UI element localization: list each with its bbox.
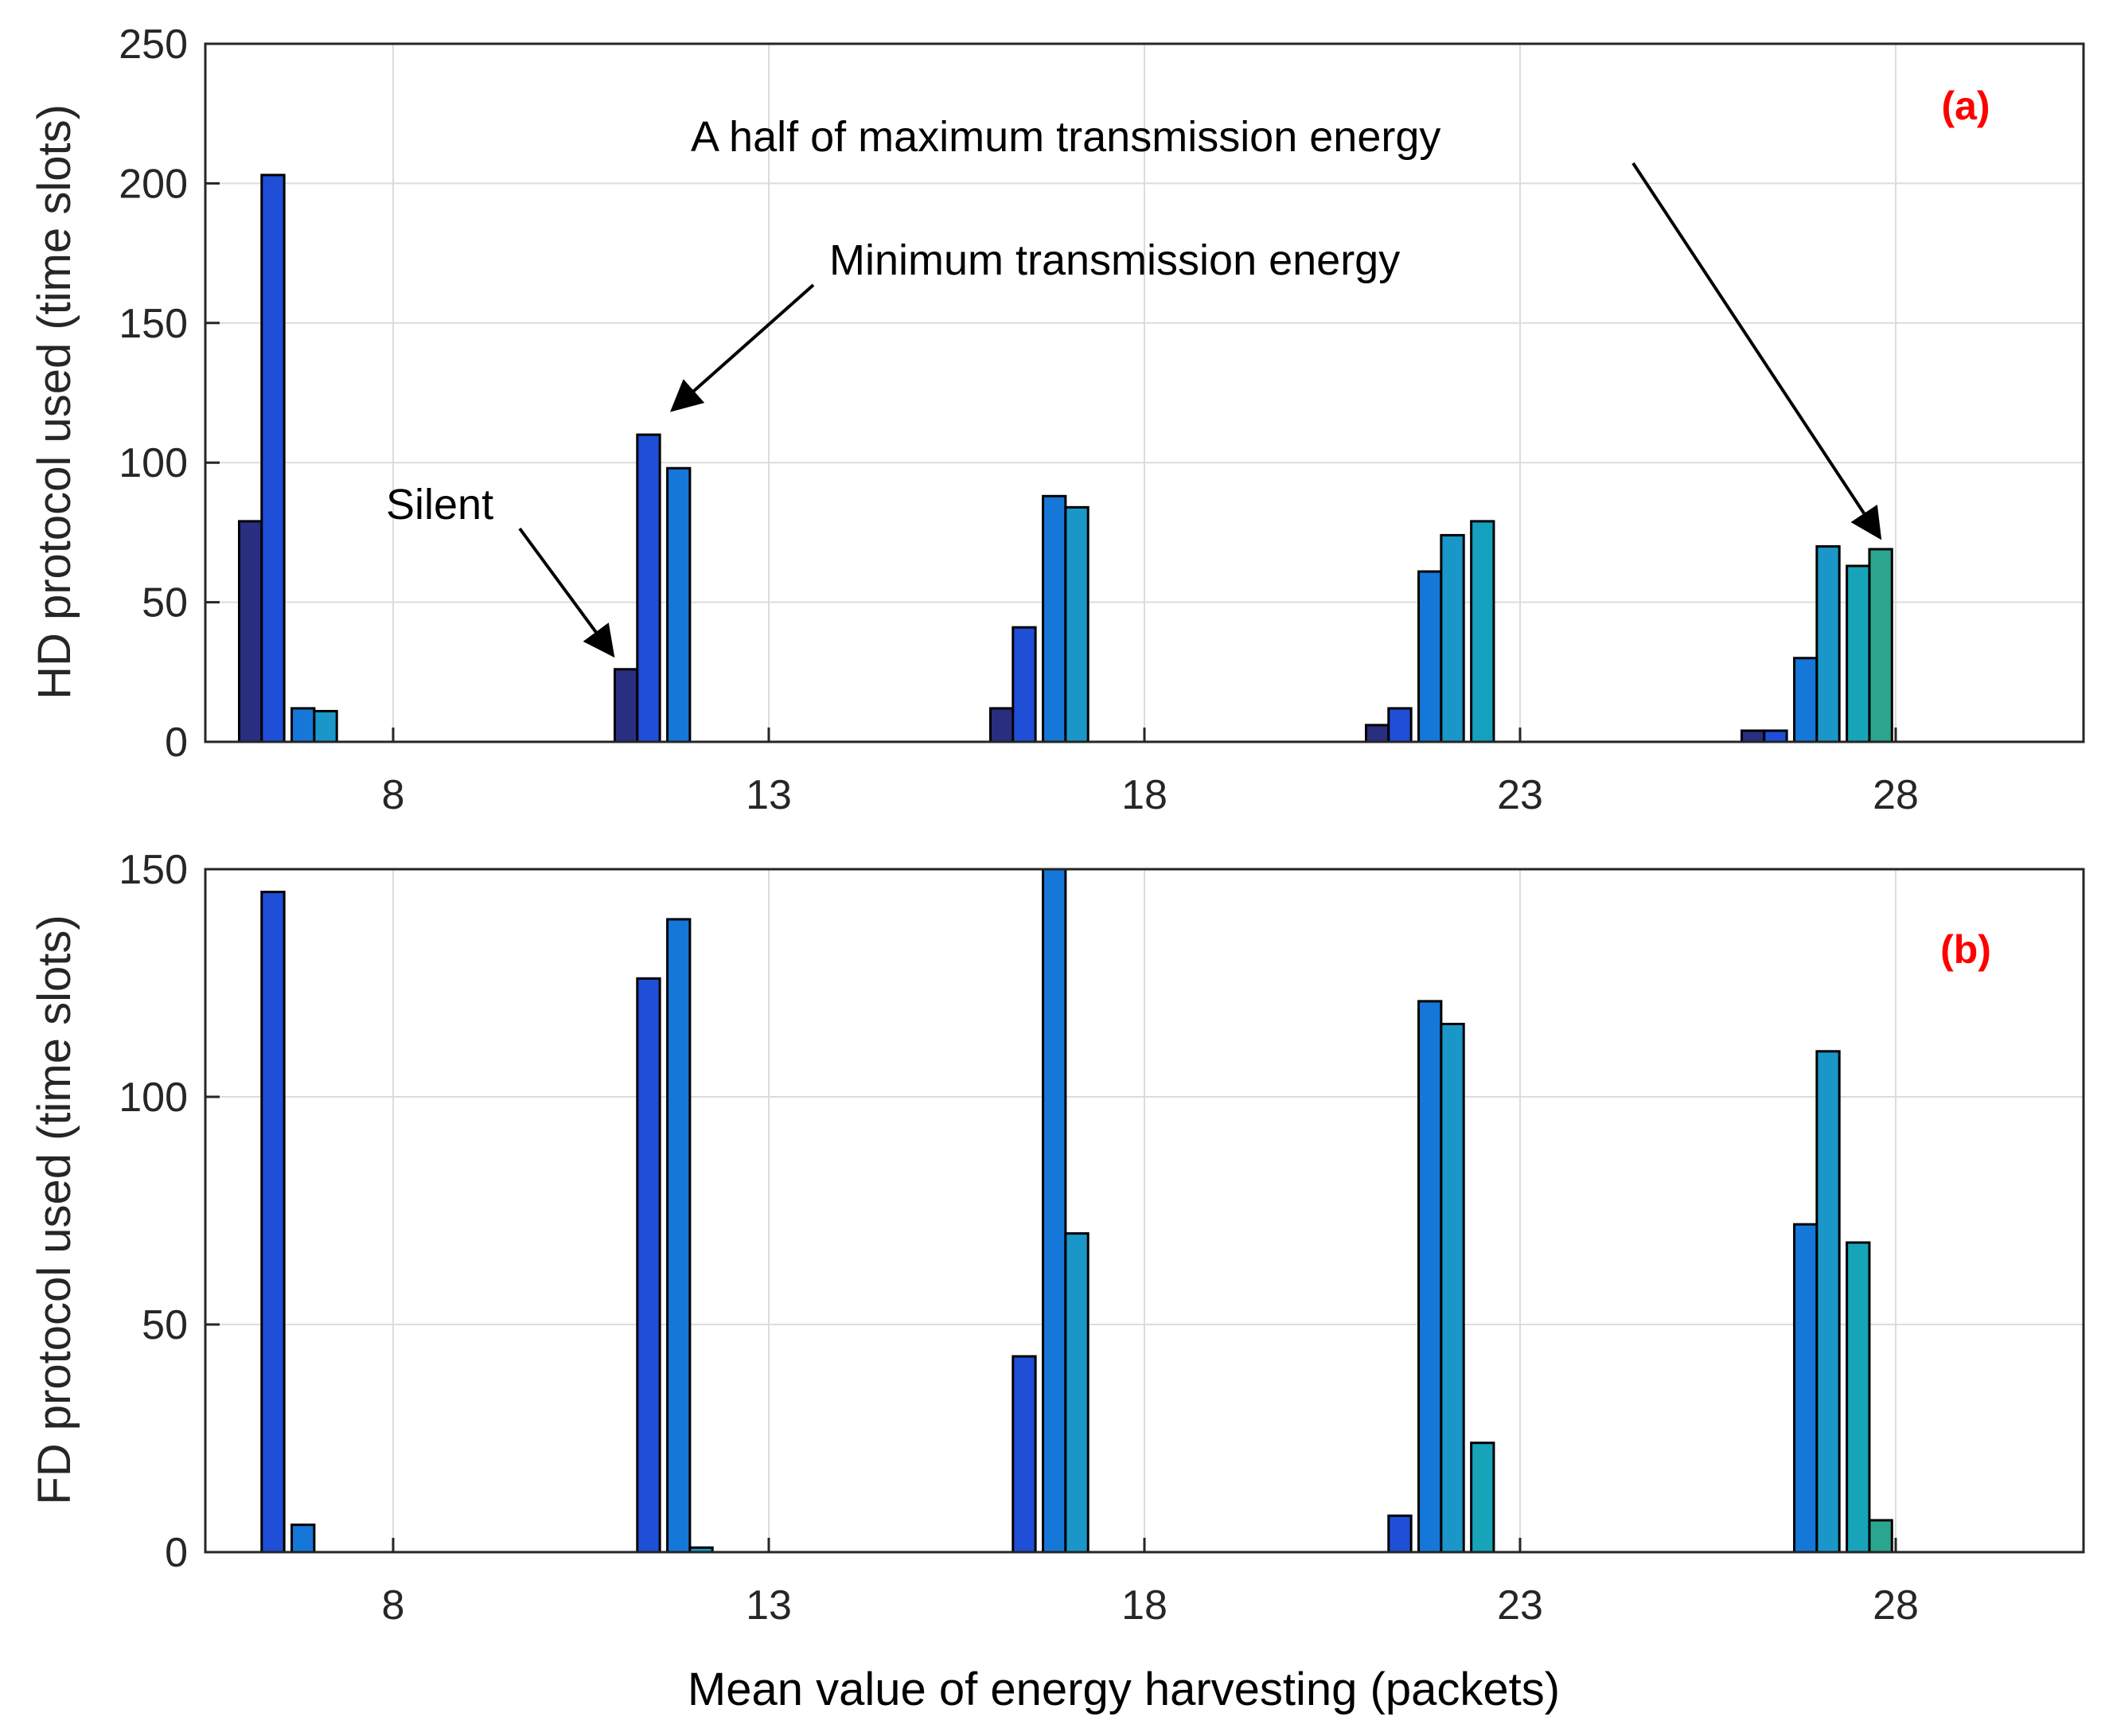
panel-a-y-tick-label: 0 (165, 720, 188, 766)
panel-b: 0 50 100 150 8 13 18 23 28 FD protocol used (ti… (29, 847, 2085, 1715)
panel-b-y-axis-label: FD protocol used (time slots) (29, 915, 80, 1504)
panel-a-y-axis-label: HD protocol used (time slots) (29, 104, 80, 700)
panel-a-bar (666, 466, 692, 743)
panel-a-bar (1064, 505, 1090, 743)
panel-a-x-tick-label: 13 (746, 772, 792, 818)
panel-b-bar (666, 918, 692, 1554)
panel-a-x-ticks: 8 13 18 23 28 (382, 728, 1919, 818)
panel-b-y-tick-label: 50 (142, 1302, 188, 1348)
panel-b-y-ticks: 0 50 100 150 (119, 847, 220, 1576)
panel-a-y-tick-label: 200 (119, 161, 188, 207)
panel-a-bar (1440, 533, 1465, 743)
panel-b-bar (636, 977, 661, 1554)
panel-b-y-tick-label: 100 (119, 1075, 188, 1121)
panel-b-x-ticks: 8 13 18 23 28 (382, 1538, 1919, 1629)
panel-a-bar (1012, 626, 1037, 743)
panel-b-bar (1064, 1232, 1090, 1554)
panel-b-label: (b) (1940, 927, 1991, 972)
panel-b-bars (260, 868, 1893, 1554)
panel-a-x-tick-label: 23 (1497, 772, 1543, 818)
panel-a-bar (636, 433, 661, 743)
annotation-min-energy-arrow (670, 283, 815, 412)
panel-a-bar (988, 707, 1015, 743)
panel-b-x-tick-label: 18 (1121, 1582, 1167, 1629)
panel-a-bar (1868, 548, 1893, 743)
panel-b-bar (290, 1523, 316, 1554)
panel-a-y-ticks: 0 50 100 150 200 250 (119, 21, 220, 766)
panel-a-bar (313, 709, 338, 743)
panel-a-bar (613, 668, 639, 743)
x-axis-label: Mean value of energy harvesting (packets… (688, 1664, 1560, 1715)
panel-a-bar (1417, 570, 1443, 743)
annotation-silent-arrow (518, 527, 615, 658)
panel-b-y-tick-label: 0 (165, 1530, 188, 1576)
panel-b-bar (1387, 1514, 1413, 1554)
panel-a-bar (290, 707, 316, 743)
panel-a-bar (1470, 520, 1495, 743)
panel-b-y-tick-label: 150 (119, 847, 188, 893)
panel-b-x-tick-label: 28 (1873, 1582, 1919, 1629)
annotation-silent-label: Silent (386, 481, 493, 529)
panel-a-bar (1387, 707, 1413, 743)
panel-a-bar (260, 174, 286, 743)
panel-a: 0 50 100 150 200 250 8 13 18 23 28 HD protocol us… (29, 21, 2085, 818)
panel-b-x-tick-label: 23 (1497, 1582, 1543, 1629)
panel-a-x-tick-label: 8 (382, 772, 405, 818)
panel-b-bar (1846, 1241, 1871, 1554)
panel-a-y-tick-label: 150 (119, 301, 188, 347)
panel-a-y-tick-label: 250 (119, 21, 188, 68)
panel-b-bar (1815, 1050, 1841, 1554)
annotation-half-max-arrow (1631, 162, 1882, 540)
panel-a-y-tick-label: 100 (119, 440, 188, 486)
annotation-half-max-label: A half of maximum transmission energy (691, 113, 1440, 161)
panel-b-bar (1868, 1519, 1893, 1554)
panel-a-x-tick-label: 18 (1121, 772, 1167, 818)
panel-b-bar (1793, 1223, 1818, 1554)
panel-a-bar (1042, 494, 1067, 743)
panel-a-bar (237, 520, 263, 743)
panel-b-bar (1012, 1355, 1037, 1554)
annotation-min-energy-label: Minimum transmission energy (829, 236, 1400, 284)
panel-b-bar (1470, 1441, 1495, 1554)
panel-a-bar (1740, 729, 1766, 743)
panel-a-y-tick-label: 50 (142, 580, 188, 626)
panel-a-bar (1846, 564, 1871, 743)
panel-a-label: (a) (1941, 84, 1990, 128)
panel-b-x-tick-label: 13 (746, 1582, 792, 1629)
panel-b-bar (1042, 868, 1067, 1554)
panel-a-bar (1364, 724, 1390, 743)
panel-b-bar (1440, 1022, 1465, 1554)
panel-a-bar (1793, 657, 1818, 743)
panel-a-x-tick-label: 28 (1873, 772, 1919, 818)
panel-b-bar (260, 891, 286, 1554)
panel-b-bar (1417, 1000, 1443, 1554)
panel-a-bar (1763, 729, 1788, 743)
panel-a-bar (1815, 544, 1841, 743)
panel-b-x-tick-label: 8 (382, 1582, 405, 1629)
